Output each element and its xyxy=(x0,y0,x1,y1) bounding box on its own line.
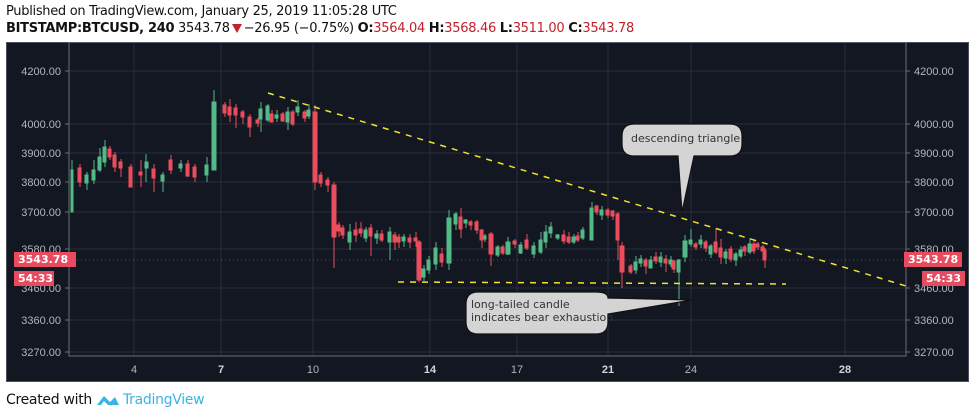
low-value: 3511.00 xyxy=(512,21,565,36)
long-tail-label-line2: indicates bear exhaustion xyxy=(471,311,614,324)
candles xyxy=(70,90,767,306)
svg-text:28: 28 xyxy=(839,364,851,376)
low-label: L: xyxy=(499,21,513,36)
down-arrow-icon xyxy=(231,24,242,33)
published-line: Published on TradingView.com, January 25… xyxy=(6,4,397,19)
descending-triangle-callout[interactable] xyxy=(621,123,743,213)
change: −26.95 (−0.75%) xyxy=(243,21,354,36)
y-axis-left: 4200.00 4000.00 3900.00 3800.00 3700.00 … xyxy=(21,66,61,359)
svg-text:4200.00: 4200.00 xyxy=(914,66,954,78)
svg-text:10: 10 xyxy=(307,364,319,376)
last-price: 3543.78 xyxy=(178,21,230,36)
svg-text:3700.00: 3700.00 xyxy=(21,207,61,219)
svg-text:3800.00: 3800.00 xyxy=(21,177,61,189)
trendlines[interactable] xyxy=(267,92,907,287)
long-tail-callout[interactable] xyxy=(465,291,693,335)
long-tail-label-line1: long-tailed candle xyxy=(471,298,570,311)
svg-text:4000.00: 4000.00 xyxy=(21,119,61,131)
price-chart[interactable]: 4200.00 4000.00 3900.00 3800.00 3700.00 … xyxy=(6,42,969,382)
svg-text:3270.00: 3270.00 xyxy=(914,347,954,359)
svg-text:3360.00: 3360.00 xyxy=(21,315,61,327)
svg-text:3460.00: 3460.00 xyxy=(914,283,954,295)
svg-text:3460.00: 3460.00 xyxy=(21,283,61,295)
tradingview-logo-icon xyxy=(96,396,119,405)
high-value: 3568.46 xyxy=(444,21,496,36)
price-badge-left: 3543.78 xyxy=(14,252,76,267)
tradingview-brand[interactable]: TradingView xyxy=(122,392,205,408)
svg-text:3900.00: 3900.00 xyxy=(21,148,61,160)
footer: Created with TradingView xyxy=(6,392,205,408)
close-value: 3543.78 xyxy=(582,21,635,36)
svg-text:3360.00: 3360.00 xyxy=(914,315,954,327)
countdown-badge-left: 54:33 xyxy=(14,271,54,286)
close-label: C: xyxy=(568,21,583,36)
descending-resistance-line xyxy=(267,92,907,287)
high-label: H: xyxy=(428,21,445,36)
price-badge-right: 3543.78 xyxy=(904,252,963,267)
grid xyxy=(69,42,906,356)
created-with-text: Created with xyxy=(6,392,92,408)
y-axis-right: 4200.00 4000.00 3900.00 3800.00 3700.00 … xyxy=(914,66,954,359)
descending-triangle-label: descending triangle xyxy=(631,132,741,145)
open-label: O: xyxy=(357,21,374,36)
svg-text:4000.00: 4000.00 xyxy=(914,119,954,131)
svg-text:21: 21 xyxy=(602,364,614,376)
svg-text:14: 14 xyxy=(424,364,437,376)
svg-text:24: 24 xyxy=(685,364,697,376)
svg-text:17: 17 xyxy=(511,364,523,376)
svg-text:4200.00: 4200.00 xyxy=(21,66,61,78)
long-tail-label: long-tailed candle indicates bear exhaus… xyxy=(471,298,613,324)
countdown-badge-right: 54:33 xyxy=(922,271,966,286)
open-value: 3564.04 xyxy=(373,21,425,36)
symbol: BITSTAMP:BTCUSD, 240 xyxy=(6,21,175,36)
svg-text:3800.00: 3800.00 xyxy=(914,177,954,189)
support-line xyxy=(397,281,787,285)
symbol-line: BITSTAMP:BTCUSD, 240 3543.78 −26.95 (−0.7… xyxy=(6,21,634,36)
svg-text:3900.00: 3900.00 xyxy=(914,148,954,160)
svg-text:3700.00: 3700.00 xyxy=(914,207,954,219)
svg-text:4: 4 xyxy=(131,364,137,376)
svg-text:3270.00: 3270.00 xyxy=(21,347,61,359)
svg-text:7: 7 xyxy=(218,364,224,376)
x-axis: 4 7 10 14 17 21 24 28 xyxy=(131,364,851,376)
